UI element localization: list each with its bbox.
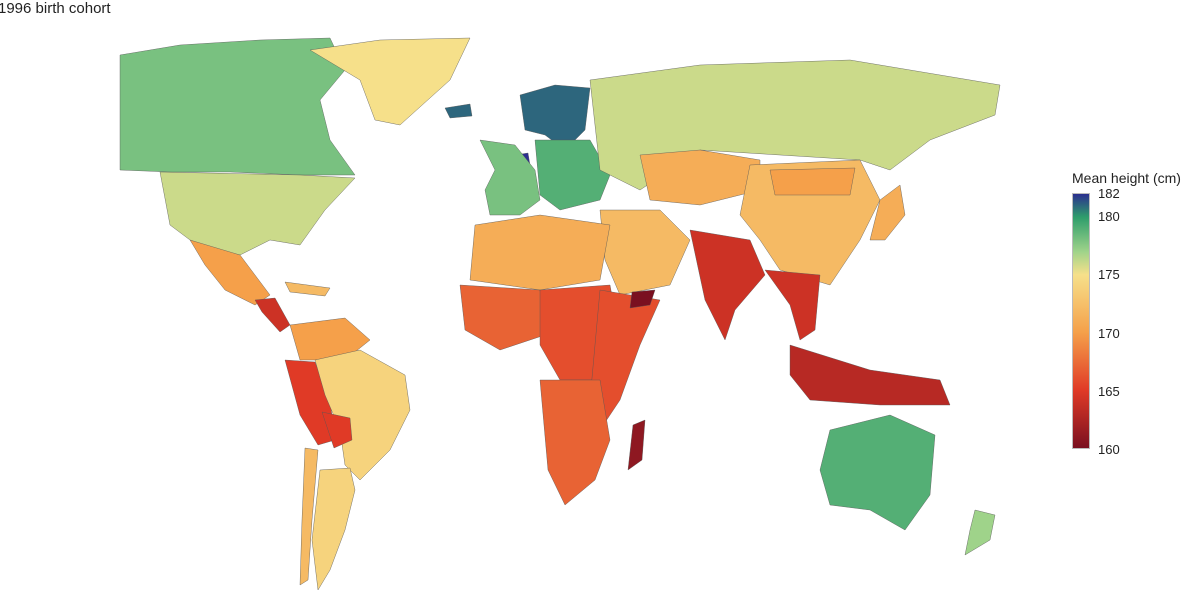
map-title: 1996 birth cohort: [0, 0, 111, 17]
region-usa: [159, 171, 356, 256]
legend-color-bar: [1072, 193, 1090, 449]
region-brazil: [314, 349, 411, 481]
region-canada: [119, 37, 356, 176]
legend-tick-label: 175: [1098, 267, 1120, 283]
region-iceland: [444, 103, 473, 119]
region-greenland: [309, 37, 471, 126]
region-central-america: [254, 297, 291, 333]
region-argentina: [311, 467, 356, 591]
region-eastern-europe: [534, 139, 611, 211]
legend-title: Mean height (cm): [1072, 170, 1181, 186]
region-southern-africa: [539, 379, 611, 506]
region-bolivia: [321, 411, 353, 449]
region-australia: [819, 414, 936, 531]
region-southeast-asia: [764, 269, 821, 341]
world-map: [119, 37, 1001, 591]
region-indonesia: [789, 344, 951, 406]
region-new-zealand: [964, 509, 996, 556]
legend-tick-label: 165: [1098, 383, 1120, 399]
legend-tick-label: 170: [1098, 325, 1120, 341]
region-central-asia: [639, 149, 761, 206]
region-madagascar: [627, 419, 646, 471]
region-north-africa: [469, 214, 611, 291]
region-yemen: [629, 289, 656, 309]
legend-tick-label: 160: [1098, 442, 1120, 457]
legend-tick-label: 182: [1098, 186, 1120, 201]
region-india: [689, 229, 766, 341]
region-russia: [589, 59, 1001, 191]
region-western-europe: [479, 139, 541, 216]
region-west-africa: [459, 284, 546, 351]
region-japan: [869, 184, 906, 241]
region-caribbean: [284, 281, 331, 297]
legend-tick-label: 180: [1098, 209, 1120, 225]
region-chile: [299, 447, 319, 586]
region-colombia-venezuela: [289, 317, 371, 361]
region-mongolia: [769, 167, 856, 196]
region-middle-east: [599, 209, 691, 296]
